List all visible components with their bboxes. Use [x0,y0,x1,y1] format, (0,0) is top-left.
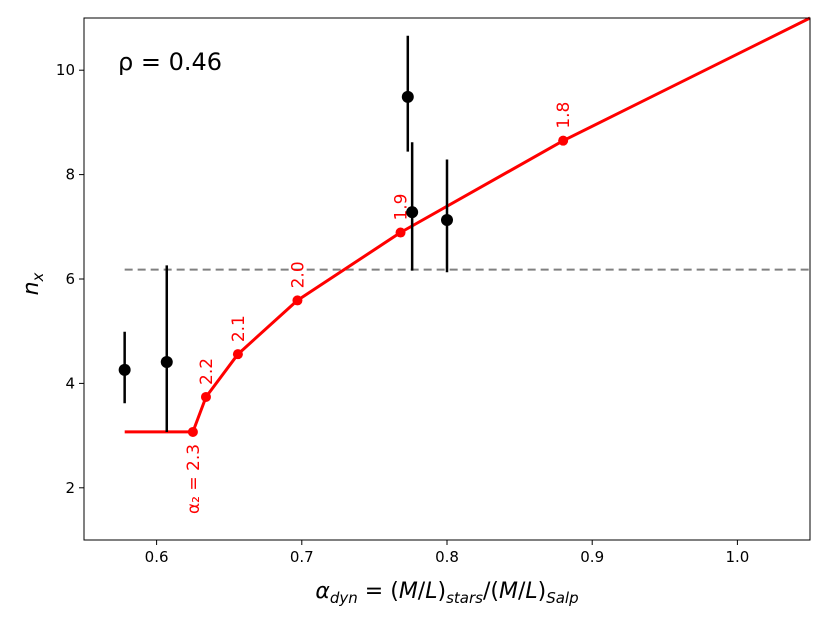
model-point [395,227,406,238]
x-tick-label: 0.8 [435,548,459,566]
x-tick-label: 1.0 [725,548,749,566]
model-point-label: 2.2 [197,358,217,385]
x-tick-label: 0.6 [145,548,169,566]
y-tick-label: 6 [65,270,75,288]
observation-point [401,90,414,103]
y-tick-label: 8 [65,166,75,184]
observation-point [160,355,173,368]
model-point-label: 2.0 [288,261,308,288]
model-line [124,16,811,434]
model-point-label: 1.8 [554,102,574,129]
model-point [292,295,303,306]
model-point [232,349,243,360]
model-point [558,135,569,146]
observations-layer [118,35,453,432]
observation-point [406,206,419,219]
correlation-annotation: ρ = 0.46 [118,48,222,76]
y-axis-label: nx [19,272,47,295]
y-tick-label: 4 [65,374,75,392]
x-axis-label: αdyn = (M/L)stars/(M/L)Salp [315,579,578,607]
observation-point [118,363,131,376]
x-tick-label: 0.7 [290,548,314,566]
model-layer: α₂ = 2.32.22.12.01.91.8 [124,16,811,514]
x-tick-label: 0.9 [580,548,604,566]
model-point-label: α₂ = 2.3 [184,444,204,514]
axes-layer: 0.6 0.7 0.8 0.9 1.0 2 4 6 8 10 [56,17,811,566]
y-tick-label: 10 [56,61,75,79]
model-point [187,426,198,437]
y-tick-label: 2 [65,479,75,497]
model-point [200,391,211,402]
model-point-label: 2.1 [229,315,249,342]
observation-point [441,214,453,227]
